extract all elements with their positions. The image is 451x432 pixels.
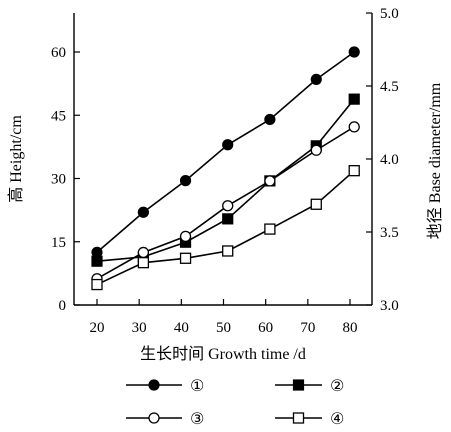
series-4-point: [179, 252, 192, 264]
series-3-point: [179, 230, 192, 243]
left-y-tick-label: 15: [51, 235, 66, 251]
right-y-tick-label: 4.5: [380, 79, 399, 95]
series-3-point: [137, 246, 150, 259]
legend-1-point: [148, 379, 160, 391]
x-axis-title: 生长时间 Growth time /d: [140, 345, 306, 363]
series-2-point: [348, 93, 360, 105]
x-tick-label: 30: [132, 320, 147, 336]
series-1-point: [222, 139, 234, 151]
series-2-line: [96, 98, 355, 262]
series-4-point: [264, 223, 276, 235]
series-1: [91, 46, 360, 258]
series-4-line: [96, 170, 355, 286]
legend-label: ③: [190, 409, 204, 428]
left-y-tick-label: 60: [51, 45, 66, 61]
right-y-tick-label: 3.0: [380, 298, 399, 314]
series-1-point: [348, 46, 360, 58]
series-2: [91, 93, 360, 267]
series-3-point: [348, 121, 360, 133]
legend-item-1: ①: [126, 376, 204, 395]
series-1-point: [264, 113, 276, 126]
x-axis-ticks: 20 30 40 50 60 70 80: [90, 299, 358, 336]
left-y-tick-label: 30: [51, 172, 66, 188]
series-3: [91, 121, 360, 285]
x-tick-label: 70: [300, 320, 315, 336]
x-tick-label: 40: [174, 320, 189, 336]
x-tick-label: 60: [258, 320, 273, 336]
right-y-tick-label: 5.0: [380, 6, 399, 22]
right-y-axis-ticks: 3.0 3.5 4.0 4.5 5.0: [366, 6, 399, 314]
series-1-point: [310, 73, 322, 86]
left-y-tick-label: 45: [51, 108, 66, 124]
legend-item-4: ④: [275, 409, 344, 428]
legend-item-2: ②: [275, 376, 344, 395]
series-3-point: [222, 200, 234, 212]
legend-label: ①: [190, 376, 204, 395]
left-y-tick-label: 0: [59, 298, 67, 314]
legend: ① ② ③ ④: [126, 376, 344, 428]
series-1-point: [137, 206, 149, 218]
series-4-point: [348, 165, 360, 177]
x-tick-label: 80: [343, 320, 358, 336]
legend-2-point: [292, 379, 305, 391]
series-4-point: [91, 278, 103, 291]
series-4-point: [137, 257, 150, 269]
right-y-axis-title: 地径 Base diameter/mm: [426, 82, 444, 239]
left-y-axis-title: 高 Height/cm: [7, 115, 25, 203]
legend-4-point: [292, 412, 305, 424]
series-2-point: [91, 255, 103, 267]
series-2-point: [222, 213, 234, 225]
legend-label: ②: [330, 376, 344, 395]
series-4-point: [310, 198, 322, 210]
series-1-point: [179, 175, 192, 187]
x-tick-label: 20: [90, 320, 105, 336]
legend-label: ④: [330, 409, 344, 428]
right-y-tick-label: 4.0: [380, 152, 399, 168]
series-3-point: [310, 144, 322, 156]
legend-3-point: [148, 412, 160, 424]
series-4: [91, 165, 360, 291]
right-y-tick-label: 3.5: [380, 225, 399, 241]
x-tick-label: 50: [216, 320, 231, 336]
legend-item-3: ③: [126, 409, 204, 428]
left-y-axis-ticks: 0 15 30 45 60: [51, 45, 80, 314]
series-layer: [91, 46, 360, 291]
series-4-point: [222, 245, 234, 257]
series-3-point: [264, 175, 276, 187]
